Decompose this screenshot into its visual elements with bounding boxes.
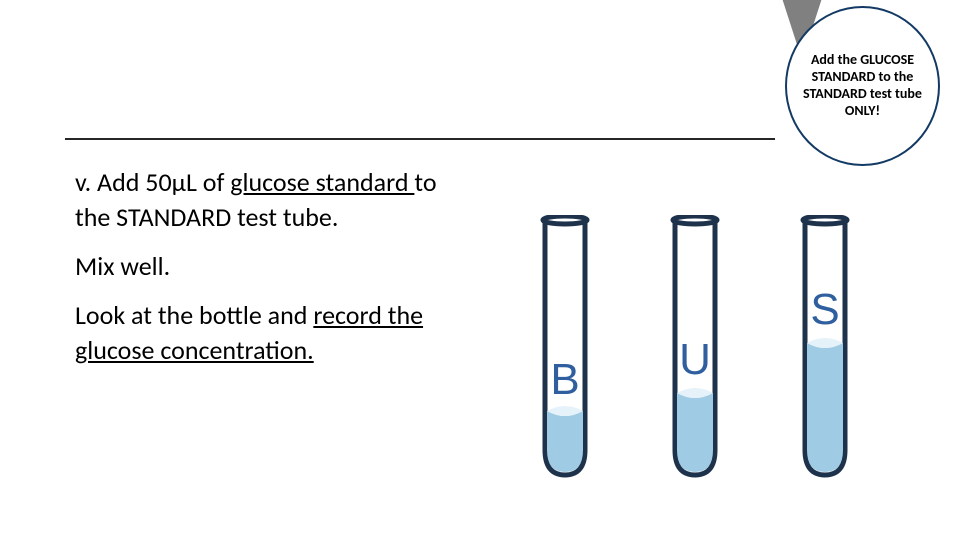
instruction-text: v. Add 50μL of glucose standard to the S… [75,165,445,382]
divider-line [65,138,775,140]
instruction-mix: Mix well. [75,249,445,284]
text-underline: glucose standard [230,166,414,198]
test-tube-u [665,215,725,480]
callout-text: Add the GLUCOSE STANDARD to the STANDARD… [795,52,930,119]
instruction-step: v. Add 50μL of glucose standard to the S… [75,165,445,235]
test-tube-s [795,215,855,480]
callout-bubble: Add the GLUCOSE STANDARD to the STANDARD… [785,6,940,166]
text-fragment: Look at the bottle and [75,299,313,331]
instruction-record: Look at the bottle and record the glucos… [75,298,445,368]
test-tube-b [535,215,595,480]
text-fragment: v. Add 50μL of [75,166,230,198]
